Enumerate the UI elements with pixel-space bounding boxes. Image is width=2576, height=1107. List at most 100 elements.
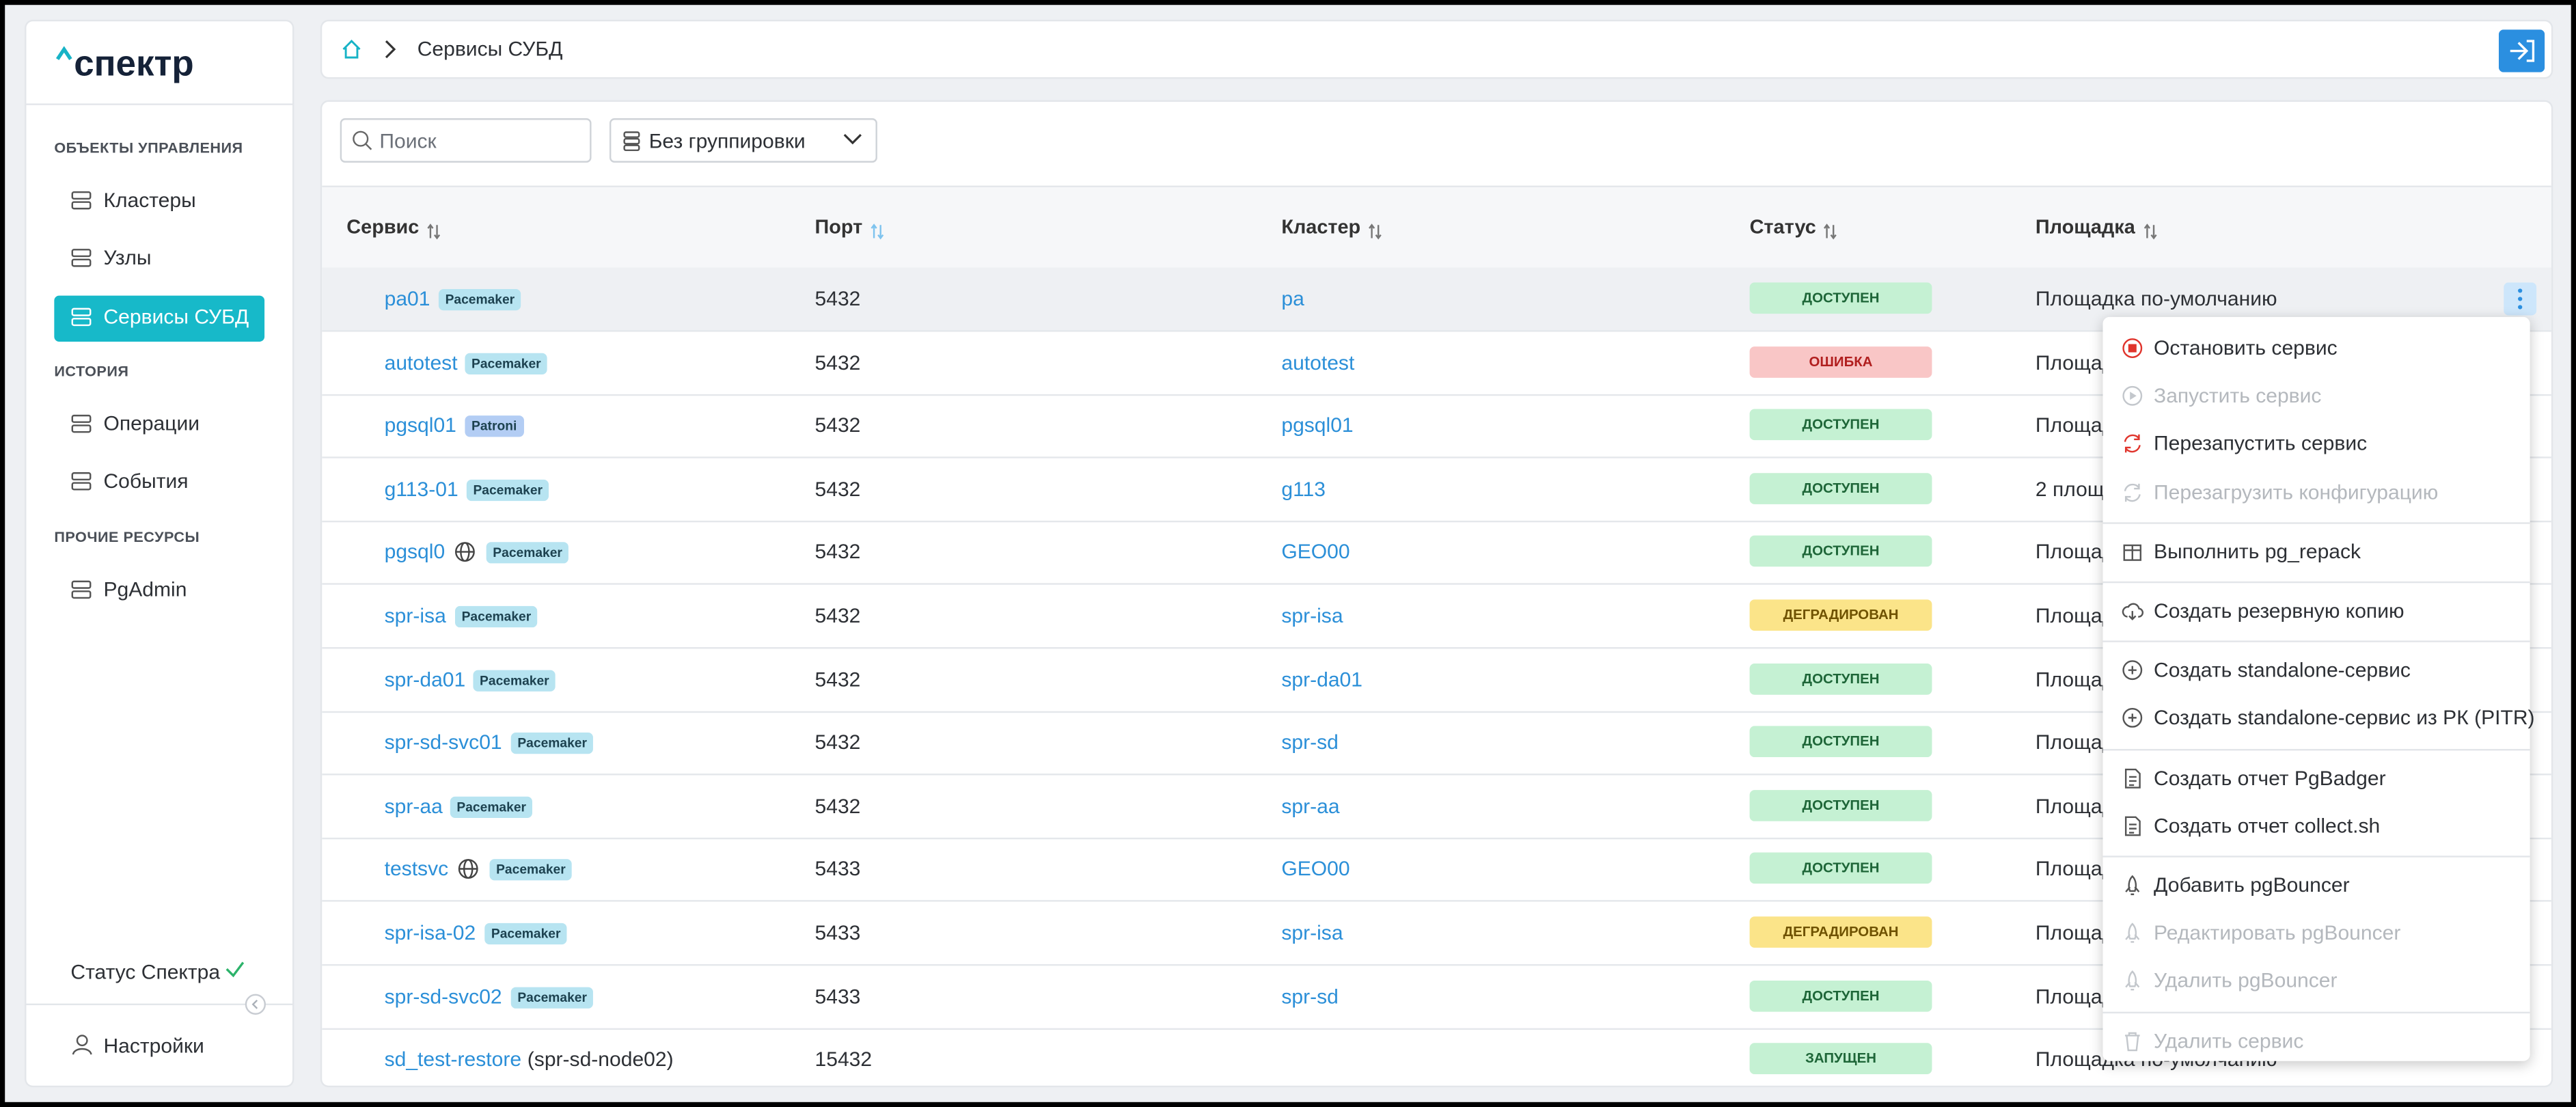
menu-label: Выполнить pg_repack: [2154, 540, 2361, 563]
grouping-icon: [623, 131, 640, 152]
service-link[interactable]: testsvc: [384, 858, 449, 882]
cluster-link[interactable]: spr-aa: [1281, 794, 1340, 818]
port: 5432: [814, 668, 861, 691]
grouping-value: Без группировки: [648, 129, 806, 153]
service-link[interactable]: spr-da01: [384, 668, 466, 691]
service-tag: Pacemaker: [510, 986, 594, 1008]
menu-item[interactable]: Создать standalone-сервис: [2103, 647, 2530, 695]
row-divider: [322, 964, 2551, 966]
nav-item[interactable]: Сервисы СУБД: [103, 305, 249, 329]
service-host: (spr-sd-node02): [527, 1048, 674, 1071]
column-header[interactable]: Сервис: [346, 215, 420, 238]
status-badge: ДОСТУПЕН: [1749, 472, 1932, 504]
table-header: [322, 185, 2551, 270]
status-link[interactable]: Статус Спектра: [70, 961, 221, 984]
cluster-link[interactable]: spr-isa: [1281, 921, 1343, 945]
status-badge: ДОСТУПЕН: [1749, 282, 1932, 314]
menu-item[interactable]: Выполнить pg_repack: [2103, 528, 2530, 576]
status-badge: ДОСТУПЕН: [1749, 726, 1932, 758]
service-link[interactable]: spr-sd-svc02: [384, 985, 502, 1008]
breadcrumb-separator: [385, 40, 396, 59]
service-link[interactable]: spr-aa: [384, 794, 443, 818]
menu-label: Удалить pgBouncer: [2154, 970, 2338, 993]
dropdown-arrow: [843, 133, 862, 145]
service-link[interactable]: pgsql0: [384, 541, 446, 564]
column-header[interactable]: Площадка: [2035, 215, 2135, 238]
service-tag: Pacemaker: [489, 860, 573, 882]
menu-item[interactable]: Создать резервную копию: [2103, 588, 2530, 636]
menu-label: Перезагрузить конфигурацию: [2154, 480, 2439, 504]
status-badge: ДОСТУПЕН: [1749, 789, 1932, 821]
service-link[interactable]: spr-isa: [384, 604, 446, 628]
menu-item: Редактировать pgBouncer: [2103, 910, 2530, 958]
status-badge: ДОСТУПЕН: [1749, 663, 1932, 694]
port: 5432: [814, 541, 861, 564]
menu-divider: [2102, 581, 2530, 584]
settings-link[interactable]: Настройки: [103, 1035, 204, 1058]
login-button[interactable]: [2498, 29, 2545, 72]
port: 5433: [814, 921, 861, 945]
app: спектр Статус Спектра Настройки ОБЪЕКТЫ …: [5, 5, 2571, 1102]
menu-item[interactable]: Создать standalone-сервис из РК (PITR): [2103, 696, 2535, 743]
port: 5432: [814, 604, 861, 628]
nav-icon: [69, 469, 94, 502]
menu-item[interactable]: Остановить сервис: [2103, 325, 2530, 373]
port: 5432: [814, 351, 861, 374]
cluster-link[interactable]: spr-isa: [1281, 604, 1343, 628]
cluster-link[interactable]: autotest: [1281, 351, 1355, 374]
menu-label: Создать резервную копию: [2154, 599, 2404, 623]
service-link[interactable]: g113-01: [384, 477, 458, 501]
search-box[interactable]: Поиск: [340, 118, 592, 163]
geo-icon: [456, 858, 480, 890]
column-header[interactable]: Кластер: [1281, 215, 1361, 238]
cluster-link[interactable]: GEO00: [1281, 858, 1350, 882]
menu-item: Перезагрузить конфигурацию: [2103, 469, 2530, 517]
grouping-select[interactable]: Без группировки: [609, 118, 877, 163]
sidebar: спектр Статус Спектра Настройки ОБЪЕКТЫ …: [26, 21, 292, 1086]
cluster-link[interactable]: g113: [1281, 477, 1326, 501]
menu-label: Перезапустить сервис: [2154, 433, 2368, 456]
nav-item[interactable]: Операции: [103, 412, 200, 435]
row-divider: [322, 393, 2551, 396]
status-badge: ДЕГРАДИРОВАН: [1749, 916, 1932, 948]
column-header[interactable]: Порт: [814, 215, 863, 238]
menu-item[interactable]: Создать отчет PgBadger: [2103, 755, 2530, 803]
menu-icon: [2121, 767, 2144, 798]
menu-item[interactable]: Перезапустить сервис: [2103, 421, 2530, 469]
nav-item[interactable]: Кластеры: [103, 189, 196, 213]
status-badge: ДОСТУПЕН: [1749, 979, 1932, 1011]
cluster-link[interactable]: spr-sd: [1281, 731, 1339, 754]
home-icon[interactable]: [340, 38, 364, 61]
port: 5432: [814, 794, 861, 818]
collapse-button[interactable]: [245, 994, 266, 1015]
service-link[interactable]: sd_test-restore: [384, 1048, 522, 1071]
menu-label: Создать отчет PgBadger: [2154, 766, 2386, 790]
menu-item: Удалить сервис: [2103, 1017, 2530, 1065]
port: 5433: [814, 985, 861, 1008]
menu-item[interactable]: Создать отчет collect.sh: [2103, 803, 2530, 851]
cluster-link[interactable]: pa: [1281, 287, 1304, 311]
cluster-link[interactable]: spr-da01: [1281, 668, 1362, 691]
menu-icon: [2121, 874, 2144, 905]
port: 5432: [814, 287, 861, 311]
service-link[interactable]: pgsql01: [384, 414, 456, 437]
service-tag: Pacemaker: [484, 922, 568, 945]
menu-item[interactable]: Добавить pgBouncer: [2103, 862, 2530, 910]
service-link[interactable]: spr-sd-svc01: [384, 731, 502, 754]
menu-divider: [2102, 1011, 2530, 1013]
cluster-link[interactable]: GEO00: [1281, 541, 1350, 564]
cluster-link[interactable]: spr-sd: [1281, 985, 1339, 1008]
service-link[interactable]: spr-isa-02: [384, 921, 476, 945]
nav-item[interactable]: Узлы: [103, 246, 152, 270]
nav-item[interactable]: События: [103, 469, 189, 493]
service-link[interactable]: pa01: [384, 287, 430, 311]
cluster-link[interactable]: pgsql01: [1281, 414, 1354, 437]
service-tag: Pacemaker: [465, 352, 548, 374]
service-link[interactable]: autotest: [384, 351, 458, 374]
sort-icon: [1824, 219, 1837, 248]
search-placeholder: Поиск: [379, 129, 437, 153]
nav-item[interactable]: PgAdmin: [103, 578, 187, 601]
column-header[interactable]: Статус: [1749, 215, 1816, 238]
status-badge: ДОСТУПЕН: [1749, 853, 1932, 885]
menu-icon: [2121, 480, 2144, 512]
